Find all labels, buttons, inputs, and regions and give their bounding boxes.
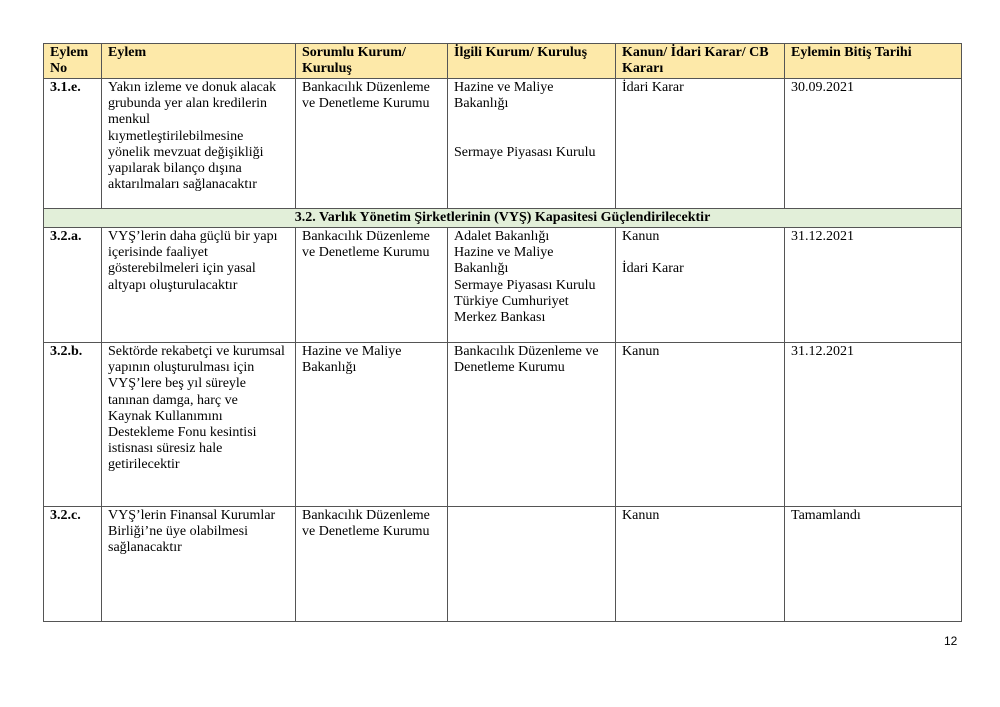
cell-action: Yakın izleme ve donuk alacak grubunda ye… — [101, 78, 296, 209]
cell-responsible: Hazine ve Maliye Bakanlığı — [295, 342, 448, 507]
section-row: 3.2. Varlık Yönetim Şirketlerinin (VYŞ) … — [43, 208, 962, 228]
cell-deadline: 31.12.2021 — [784, 227, 962, 343]
cell-deadline: Tamamlandı — [784, 506, 962, 622]
cell-law: Kanun İdari Karar — [615, 227, 785, 343]
cell-action: VYŞ’lerin Finansal Kurumlar Birliği’ne ü… — [101, 506, 296, 622]
cell-responsible: Bankacılık Düzenleme ve Denetleme Kurumu — [295, 227, 448, 343]
table-row: 3.2.b. Sektörde rekabetçi ve kurumsal ya… — [43, 342, 962, 507]
header-no: Eylem No — [43, 43, 102, 79]
cell-related: Adalet Bakanlığı Hazine ve Maliye Bakanl… — [447, 227, 616, 343]
cell-law: Kanun — [615, 506, 785, 622]
cell-related: Bankacılık Düzenleme ve Denetleme Kurumu — [447, 342, 616, 507]
cell-no: 3.1.e. — [43, 78, 102, 209]
cell-responsible: Bankacılık Düzenleme ve Denetleme Kurumu — [295, 78, 448, 209]
header-responsible: Sorumlu Kurum/ Kuruluş — [295, 43, 448, 79]
cell-action: Sektörde rekabetçi ve kurumsal yapının o… — [101, 342, 296, 507]
header-deadline: Eylemin Bitiş Tarihi — [784, 43, 962, 79]
table-row: 3.2.c. VYŞ’lerin Finansal Kurumlar Birli… — [43, 506, 962, 622]
section-title: 3.2. Varlık Yönetim Şirketlerinin (VYŞ) … — [43, 208, 962, 228]
action-plan-table: Eylem No Eylem Sorumlu Kurum/ Kuruluş İl… — [43, 43, 962, 622]
table-row: 3.2.a. VYŞ’lerin daha güçlü bir yapı içe… — [43, 227, 962, 343]
page-number: 12 — [944, 634, 958, 648]
cell-deadline: 30.09.2021 — [784, 78, 962, 209]
cell-deadline: 31.12.2021 — [784, 342, 962, 507]
cell-no: 3.2.b. — [43, 342, 102, 507]
cell-action: VYŞ’lerin daha güçlü bir yapı içerisinde… — [101, 227, 296, 343]
cell-law: Kanun — [615, 342, 785, 507]
table-header-row: Eylem No Eylem Sorumlu Kurum/ Kuruluş İl… — [43, 43, 962, 79]
cell-law: İdari Karar — [615, 78, 785, 209]
header-related: İlgili Kurum/ Kuruluş — [447, 43, 616, 79]
table-row: 3.1.e. Yakın izleme ve donuk alacak grub… — [43, 78, 962, 209]
header-action: Eylem — [101, 43, 296, 79]
cell-related — [447, 506, 616, 622]
cell-responsible: Bankacılık Düzenleme ve Denetleme Kurumu — [295, 506, 448, 622]
header-law: Kanun/ İdari Karar/ CB Kararı — [615, 43, 785, 79]
cell-related: Hazine ve Maliye Bakanlığı Sermaye Piyas… — [447, 78, 616, 209]
cell-no: 3.2.c. — [43, 506, 102, 622]
cell-no: 3.2.a. — [43, 227, 102, 343]
